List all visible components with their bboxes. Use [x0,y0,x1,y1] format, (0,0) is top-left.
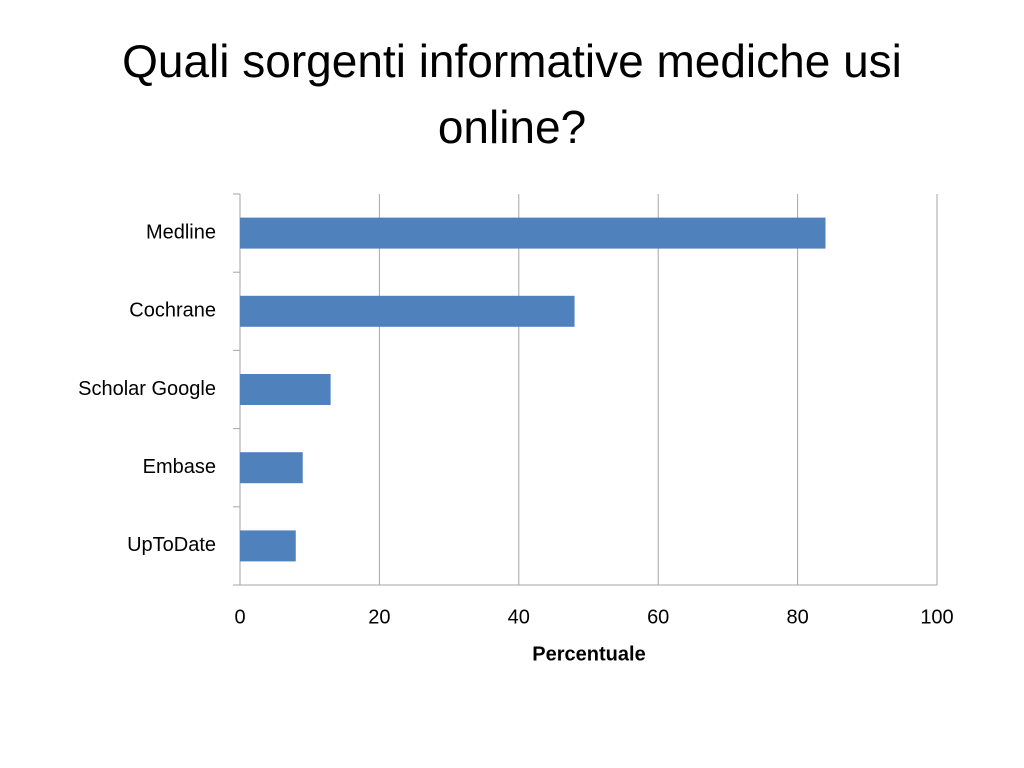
y-tick-label: Medline [146,221,216,243]
bar [240,374,331,405]
chart-title: Quali sorgenti informative mediche usi o… [122,35,902,153]
y-tick-label: Scholar Google [78,378,216,400]
y-tick-label: UpToDate [127,534,216,556]
x-tick-label: 80 [786,606,808,628]
y-tick-label: Embase [143,456,216,478]
x-tick-label: 60 [647,606,669,628]
bar [240,217,826,249]
x-tick-label: 100 [920,606,953,628]
bar [240,452,303,484]
bar [240,530,296,562]
x-tick-label: 0 [234,606,245,628]
y-tick-label: Cochrane [129,300,216,322]
bar [240,295,575,327]
x-tick-label: 20 [368,606,390,628]
x-tick-label: 40 [508,606,530,628]
x-axis-label: Percentuale [532,643,645,665]
